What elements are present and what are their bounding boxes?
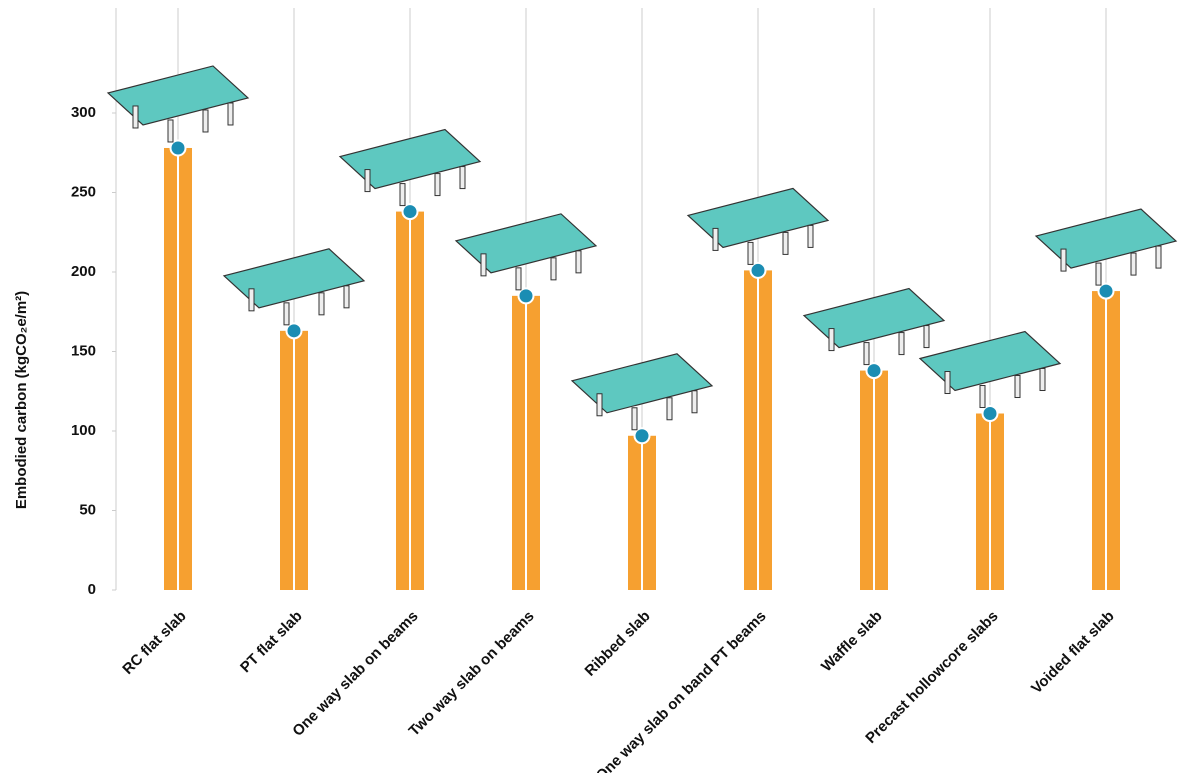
value-marker — [633, 427, 651, 445]
column-illustration — [1095, 262, 1102, 286]
y-tick-label: 50 — [79, 501, 96, 518]
x-tick-label: Two way slab on beams — [406, 608, 538, 740]
x-tick-label: Waffle slab — [818, 608, 886, 676]
column-illustration — [550, 257, 557, 281]
column-illustration — [807, 224, 814, 248]
slab-illustration — [918, 330, 1062, 392]
value-marker — [517, 287, 535, 305]
y-tick-label: 100 — [71, 422, 96, 439]
column-illustration — [863, 342, 870, 366]
column-illustration — [434, 173, 441, 197]
value-marker — [1097, 282, 1115, 300]
column-illustration — [364, 169, 371, 193]
column-illustration — [575, 250, 582, 274]
column-illustration — [515, 267, 522, 291]
column-illustration — [1130, 252, 1137, 276]
column-illustration — [283, 302, 290, 326]
x-tick-label: RC flat slab — [119, 608, 189, 678]
column-illustration — [1014, 375, 1021, 399]
column-illustration — [596, 393, 603, 417]
y-tick-label: 150 — [71, 342, 96, 359]
value-marker — [981, 405, 999, 423]
column-illustration — [923, 325, 930, 349]
y-tick-label: 0 — [88, 581, 96, 598]
x-tick-label: Precast hollowcore slabs — [862, 608, 1001, 747]
value-marker — [865, 362, 883, 380]
value-marker — [749, 261, 767, 279]
column-illustration — [898, 332, 905, 356]
column-illustration — [1039, 368, 1046, 392]
column-illustration — [631, 407, 638, 431]
column-illustration — [459, 166, 466, 190]
column-illustration — [712, 227, 719, 251]
column-illustration — [691, 390, 698, 414]
column-illustration — [1060, 248, 1067, 272]
column-illustration — [747, 241, 754, 265]
column-illustration — [227, 102, 234, 126]
slab-illustration — [802, 287, 946, 349]
x-tick-label: Voided flat slab — [1028, 608, 1118, 698]
x-tick-label: PT flat slab — [237, 608, 306, 677]
y-tick-label: 250 — [71, 183, 96, 200]
column-illustration — [248, 288, 255, 312]
slab-illustration — [570, 353, 714, 414]
column-illustration — [979, 385, 986, 409]
column-illustration — [666, 397, 673, 421]
column-illustration — [318, 292, 325, 316]
column-illustration — [782, 231, 789, 255]
value-marker — [401, 203, 419, 221]
column-illustration — [343, 285, 350, 309]
slab-illustration — [222, 248, 366, 309]
slab-illustration — [106, 65, 250, 126]
slab-illustration — [686, 187, 830, 249]
column-illustration — [167, 119, 174, 143]
value-marker — [285, 322, 303, 340]
column-illustration — [828, 328, 835, 352]
slab-illustration — [338, 128, 482, 190]
x-tick-label: Ribbed slab — [581, 608, 653, 680]
y-tick-label: 200 — [71, 263, 96, 280]
value-marker — [169, 139, 187, 157]
column-illustration — [944, 371, 951, 395]
column-illustration — [132, 105, 139, 129]
column-illustration — [1155, 245, 1162, 269]
x-tick-label: One way slab on beams — [289, 608, 421, 740]
slab-illustration — [1034, 208, 1178, 269]
y-axis-label: Embodied carbon (kgCO₂e/m²) — [13, 291, 30, 509]
column-illustration — [202, 109, 209, 133]
slab-illustration — [454, 213, 598, 274]
column-illustration — [480, 253, 487, 277]
column-illustration — [399, 183, 406, 207]
y-tick-label: 300 — [71, 104, 96, 121]
